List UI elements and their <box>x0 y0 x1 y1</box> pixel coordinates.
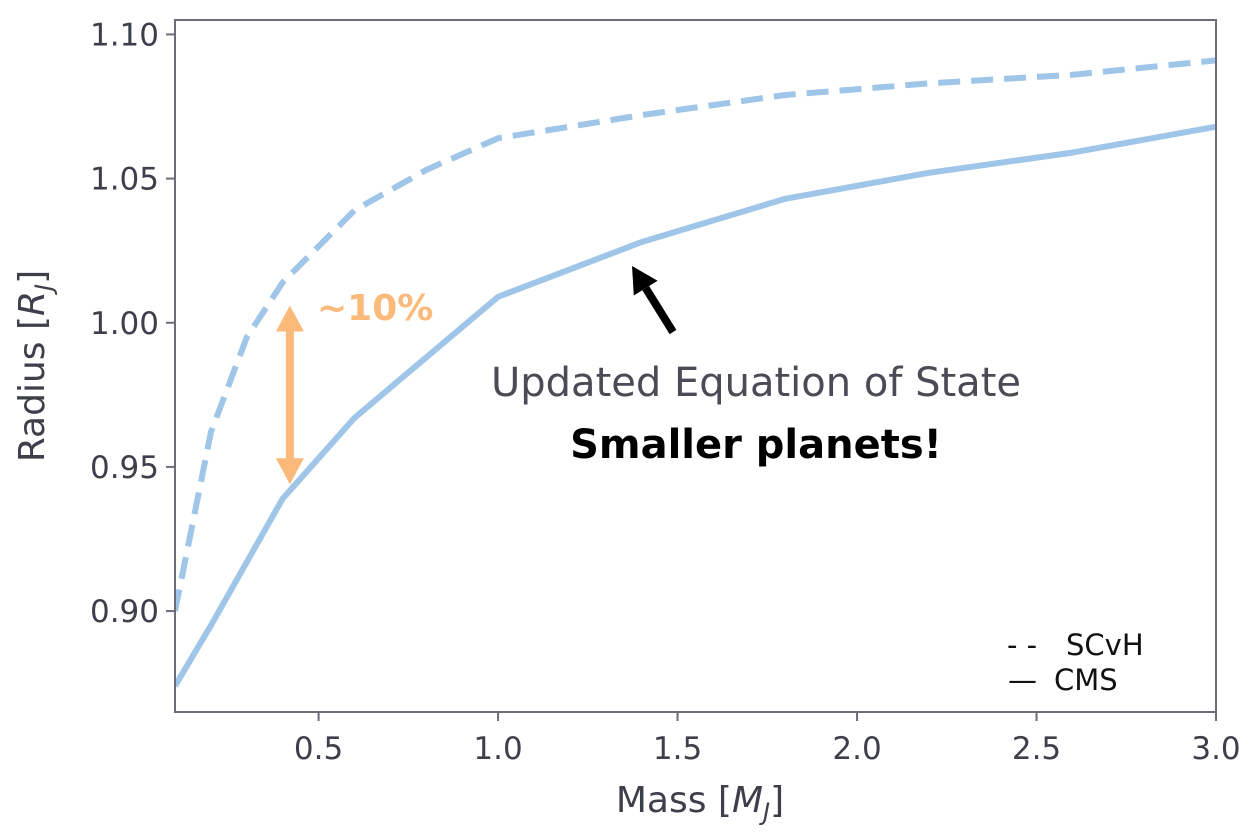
y-axis-ticks: 0.90 0.95 1.00 1.05 1.10 <box>90 17 175 630</box>
plot-frame <box>174 19 1217 713</box>
legend-symbol-scvh: - - <box>1007 628 1037 662</box>
pointer-arrow-head <box>632 266 658 296</box>
pointer-arrow <box>632 266 677 335</box>
legend-label-scvh: SCvH <box>1066 628 1144 662</box>
pointer-arrow-shaft <box>642 285 677 335</box>
x-tick-label: 3.0 <box>1191 731 1240 767</box>
legend: - - SCvH — CMS <box>1007 628 1144 697</box>
x-tick-label: 2.5 <box>1012 731 1061 767</box>
legend-label-cms: CMS <box>1054 663 1118 697</box>
series-layer <box>175 57 1216 688</box>
x-tick-label: 2.0 <box>832 731 881 767</box>
percent-difference-arrow <box>275 305 304 485</box>
y-tick-label: 1.00 <box>90 306 159 342</box>
y-tick-label: 0.90 <box>90 594 159 630</box>
x-axis-ticks: 0.5 1.0 1.5 2.0 2.5 3.0 <box>294 712 1241 767</box>
y-tick-label: 1.05 <box>90 162 159 198</box>
series-line-scvh <box>175 57 1216 612</box>
annotation-line-1: Updated Equation of State <box>491 360 1021 406</box>
x-tick-label: 0.5 <box>294 731 343 767</box>
percent-arrow-head-up <box>275 305 304 332</box>
legend-symbol-cms: — <box>1008 663 1037 697</box>
x-axis-label: Mass [MJ] <box>616 780 784 826</box>
x-tick-label: 1.5 <box>653 731 702 767</box>
percent-arrow-head-down <box>275 458 304 485</box>
series-line-cms <box>175 123 1216 688</box>
x-tick-label: 1.0 <box>473 731 522 767</box>
y-axis-label: Radius [RJ] <box>12 270 58 462</box>
y-tick-label: 0.95 <box>90 450 159 486</box>
percent-label: ~10% <box>317 288 433 329</box>
annotation-line-2: Smaller planets! <box>570 422 942 468</box>
y-tick-label: 1.10 <box>90 17 159 53</box>
